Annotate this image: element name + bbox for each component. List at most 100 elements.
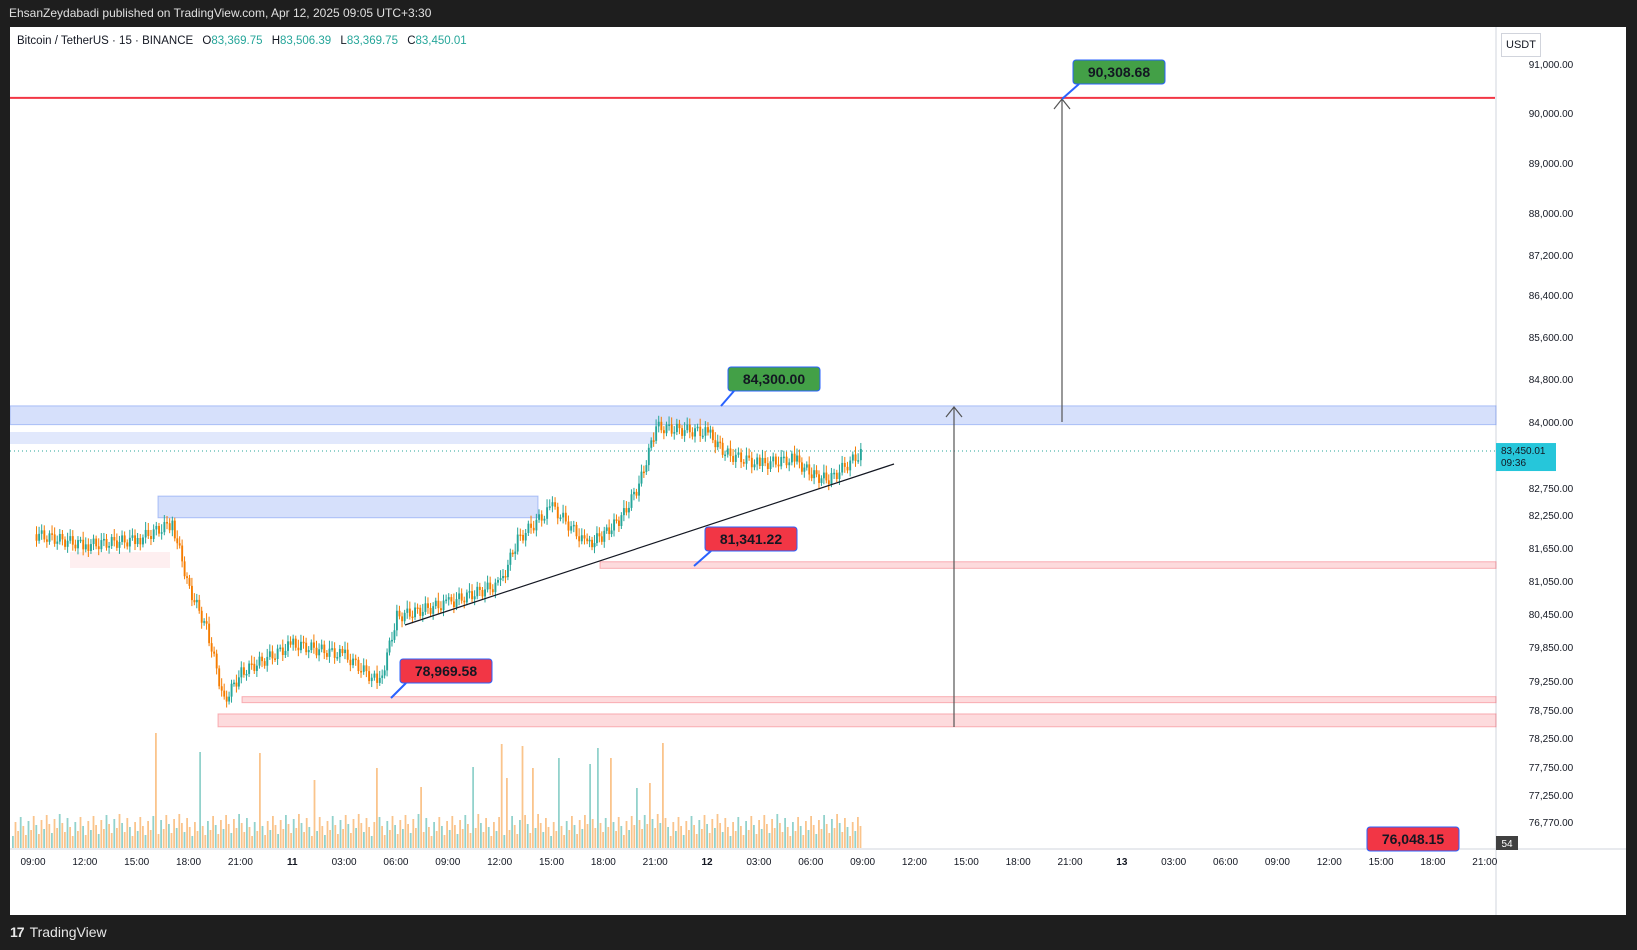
candle-body xyxy=(284,650,287,656)
chart-frame[interactable]: 90,308.68 84,300.00 81,341.22 78,969.58 76,0… xyxy=(10,27,1626,915)
volume-bar xyxy=(246,818,248,848)
candle-body xyxy=(548,506,551,508)
x-tick-label: 12:00 xyxy=(487,857,512,868)
candle-body xyxy=(588,539,591,542)
candle-body xyxy=(662,430,665,434)
candle-body xyxy=(200,610,203,623)
volume-bar xyxy=(243,832,246,848)
candle-body xyxy=(769,461,772,469)
volume-bar xyxy=(129,827,131,848)
volume-bar xyxy=(521,746,524,848)
volume-bar xyxy=(79,817,82,848)
volume-bar xyxy=(425,818,428,848)
volume-bar xyxy=(196,831,199,848)
volume-bar xyxy=(53,819,56,848)
candle-body xyxy=(559,517,562,519)
candle-body xyxy=(160,532,163,534)
candle-body xyxy=(302,641,305,644)
candle-body xyxy=(734,454,737,462)
volume-bar xyxy=(750,816,753,848)
candle-body xyxy=(620,515,623,526)
volume-bar xyxy=(825,824,828,848)
volume-bar xyxy=(542,832,545,848)
candle-body xyxy=(822,472,825,479)
candle-body xyxy=(393,630,396,640)
x-tick-label: 09:00 xyxy=(435,857,460,868)
volume-bar xyxy=(753,825,755,848)
candle-body xyxy=(499,578,502,580)
volume-bar xyxy=(399,820,402,848)
volume-bar xyxy=(851,822,854,848)
candle-body xyxy=(729,448,732,456)
volume-bar xyxy=(321,826,324,848)
volume-bar xyxy=(656,814,659,848)
candle-body xyxy=(478,586,481,590)
candle-body xyxy=(139,537,142,545)
x-tick-label: 13 xyxy=(1116,857,1128,868)
volume-bar xyxy=(433,822,435,848)
candle-body xyxy=(820,478,823,483)
volume-bar xyxy=(529,833,532,848)
candle-body xyxy=(424,603,427,612)
candle-body xyxy=(40,530,43,534)
volume-bar xyxy=(677,817,680,848)
volume-bar xyxy=(591,819,594,848)
candle-body xyxy=(750,457,753,468)
candle-body xyxy=(300,641,302,651)
candle-body xyxy=(696,426,699,429)
volume-bar xyxy=(745,821,747,848)
volume-bar xyxy=(438,817,441,848)
price-label-box xyxy=(399,658,493,684)
zone-red xyxy=(241,696,1497,704)
volume-bar xyxy=(511,816,513,848)
volume-bar xyxy=(32,816,35,848)
volume-bar xyxy=(212,816,214,848)
volume-bar xyxy=(45,815,48,848)
candle-body xyxy=(630,494,633,508)
price-chart[interactable]: 90,308.68 84,300.00 81,341.22 78,969.58 76,0… xyxy=(10,27,1626,915)
volume-bar xyxy=(844,818,846,848)
volume-bar xyxy=(802,835,805,848)
candle-body xyxy=(580,535,583,542)
candle-body xyxy=(600,536,603,542)
volume-badge-text: 54 xyxy=(1501,839,1513,850)
volume-bar xyxy=(586,824,589,848)
x-tick-label: 15:00 xyxy=(954,857,979,868)
candle-body xyxy=(509,552,512,565)
candle-body xyxy=(56,541,59,544)
candle-body xyxy=(69,536,72,541)
candle-body xyxy=(178,543,181,546)
price-label-text: 78,969.58 xyxy=(415,663,477,679)
volume-bar xyxy=(597,748,599,848)
volume-bar xyxy=(113,819,116,848)
candle-body xyxy=(506,564,509,578)
candle-body xyxy=(460,593,463,601)
volume-bar xyxy=(636,788,638,848)
volume-bar xyxy=(846,827,849,848)
tradingview-brand[interactable]: 17 TradingView xyxy=(10,924,107,940)
candle-body xyxy=(603,530,606,542)
candle-body xyxy=(793,453,796,462)
volume-bar xyxy=(550,836,552,848)
candle-body xyxy=(336,657,339,659)
volume-bar xyxy=(303,832,305,848)
volume-bar xyxy=(760,829,763,848)
symbol-legend: Bitcoin / TetherUS · 15 · BINANCE O83,36… xyxy=(17,35,467,47)
candle-body xyxy=(782,456,785,459)
candle-body xyxy=(564,512,567,522)
candle-body xyxy=(543,518,546,521)
volume-bar xyxy=(706,824,708,848)
volume-bar xyxy=(422,832,425,848)
candle-body xyxy=(352,658,355,666)
x-tick-label: 21:00 xyxy=(1057,857,1082,868)
candle-body xyxy=(195,599,198,603)
volume-bar xyxy=(508,830,511,848)
candle-body xyxy=(578,536,581,542)
legend-close: 83,450.01 xyxy=(415,35,467,47)
candle-body xyxy=(108,545,111,548)
volume-bar xyxy=(584,815,586,848)
volume-bar xyxy=(27,821,30,848)
currency-unit-button[interactable]: USDT xyxy=(1501,33,1541,57)
volume-bar xyxy=(376,768,378,848)
candle-body xyxy=(647,447,650,466)
